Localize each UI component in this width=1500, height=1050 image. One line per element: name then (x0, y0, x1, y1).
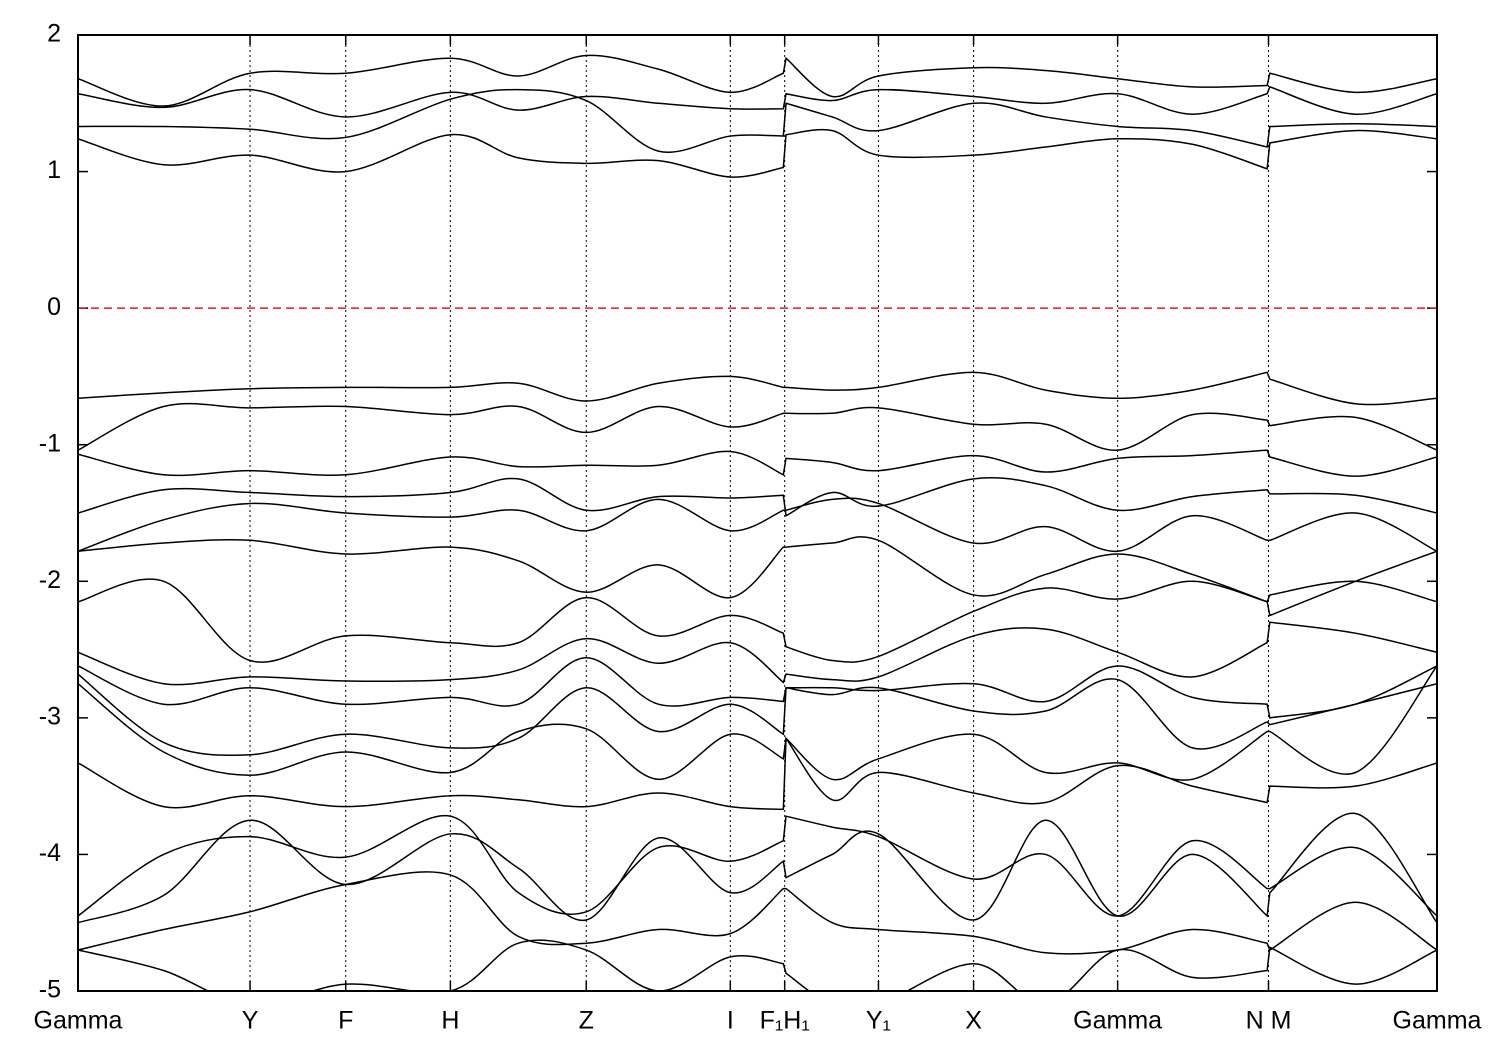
plot-frame (77, 34, 1438, 992)
x-tick-label: H (441, 1007, 459, 1035)
y-tick-label: -5 (39, 976, 61, 1004)
x-tick-label: F (338, 1007, 353, 1035)
band-line (78, 657, 1437, 719)
x-tick-label: N M (1246, 1007, 1292, 1035)
band-line (78, 402, 1437, 451)
y-tick-label: 2 (47, 20, 61, 48)
band-line (78, 736, 1437, 811)
band-line (78, 54, 1437, 107)
band-line (78, 578, 1437, 663)
x-tick-label: Y₁ (866, 1007, 891, 1035)
band-line (78, 497, 1437, 552)
bands (78, 54, 1437, 991)
band-line (78, 621, 1437, 686)
y-tick-label: -1 (39, 429, 61, 457)
y-tick-label: 1 (47, 156, 61, 184)
y-tick-label: 0 (47, 293, 61, 321)
x-tick-label: X (965, 1007, 982, 1035)
x-tick-label: Gamma (1393, 1007, 1482, 1035)
x-tick-label: Gamma (34, 1007, 123, 1035)
band-line (78, 871, 1437, 955)
y-tick-label: -4 (39, 839, 61, 867)
band-line (78, 536, 1437, 617)
band-line (78, 665, 1437, 781)
y-tick-label: -3 (39, 702, 61, 730)
band-line (78, 85, 1437, 118)
y-tick-label: -2 (39, 566, 61, 594)
band-line (78, 371, 1437, 406)
x-tick-label: Y (242, 1007, 259, 1035)
band-line (78, 88, 1437, 153)
x-tick-label: F₁H₁ (760, 1007, 810, 1035)
band-line (78, 476, 1437, 517)
x-tick-label: I (727, 1007, 734, 1035)
x-tick-label: Gamma (1073, 1007, 1162, 1035)
band-line (78, 449, 1437, 477)
band-line (78, 939, 1437, 991)
band-line (78, 128, 1437, 178)
x-tick-label: Z (579, 1007, 594, 1035)
band-line (78, 673, 1437, 757)
band-line (78, 814, 1437, 917)
